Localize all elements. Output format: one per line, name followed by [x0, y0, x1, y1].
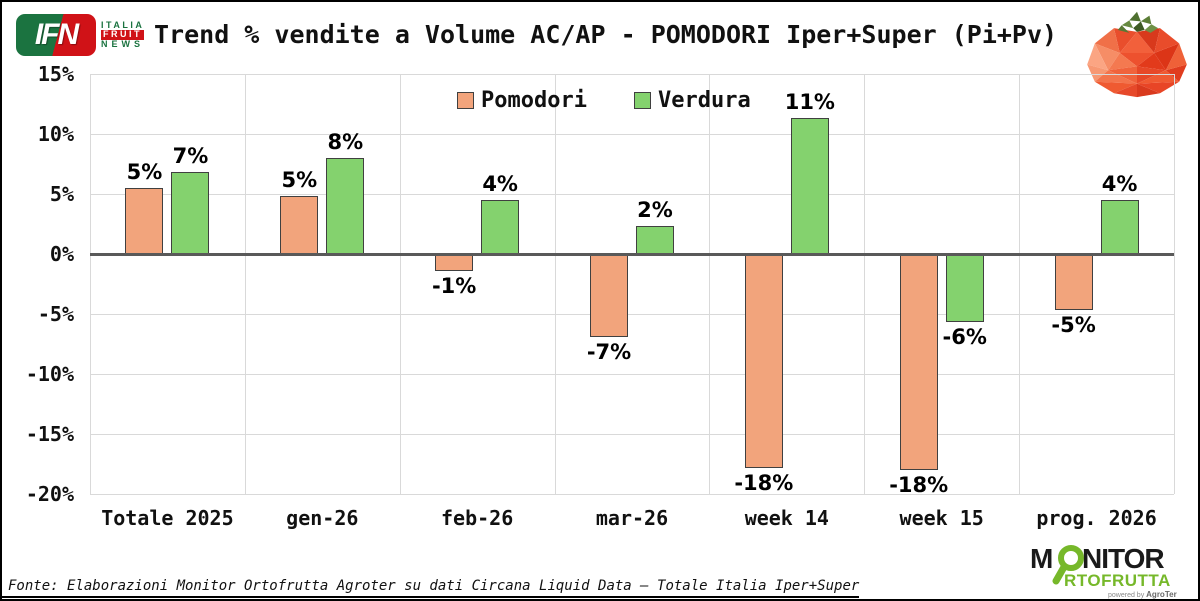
bar-verdura-5: [945, 254, 984, 323]
footer-divider: [2, 596, 859, 598]
x-axis-label: mar-26: [595, 506, 669, 530]
data-label: 5%: [281, 168, 318, 193]
vertical-gridline: [1174, 74, 1175, 494]
monitor-ortofrutta-logo: M NITOR RTOFRUTTA powered by AgroTer: [1030, 543, 1196, 599]
y-axis-tick-label: 0%: [49, 242, 74, 266]
data-label: 4%: [482, 172, 518, 196]
data-label: -6%: [942, 325, 987, 350]
data-label: 2%: [637, 198, 673, 223]
bar-pomodori-6: [1054, 254, 1093, 311]
chart-title: Trend % vendite a Volume AC/AP - POMODOR…: [154, 20, 1058, 49]
vertical-gridline: [90, 74, 91, 494]
data-label: 5%: [126, 160, 163, 184]
vertical-gridline: [1019, 74, 1021, 494]
ifn-logo-text: ITALIA FRUIT NEWS: [101, 19, 145, 49]
y-axis-tick-label: 5%: [49, 182, 74, 206]
data-label: 8%: [327, 130, 364, 154]
y-axis-tick-label: -15%: [25, 422, 74, 446]
data-label: 11%: [784, 90, 835, 115]
y-axis-tick-label: -10%: [25, 362, 74, 386]
vertical-gridline: [244, 74, 246, 494]
monitor-logo-nitor: NITOR: [1082, 543, 1165, 574]
data-label: 7%: [172, 144, 209, 169]
bar-pomodori-4: [744, 254, 783, 468]
agroter-label: AgroTer: [1146, 590, 1177, 599]
bar-verdura-3: [636, 226, 674, 254]
horizontal-gridline: [90, 374, 1174, 375]
legend-label: Verdura: [658, 88, 751, 113]
data-label: 4%: [1101, 172, 1138, 196]
vertical-gridline: [399, 74, 401, 494]
ifn-logo: IFN ITALIA FRUIT NEWS: [16, 14, 144, 56]
x-axis-label: Totale 2025: [101, 506, 234, 530]
horizontal-gridline: [90, 314, 1174, 315]
horizontal-gridline: [90, 74, 1174, 75]
vertical-gridline: [554, 74, 556, 494]
bar-verdura-6: [1100, 200, 1139, 254]
bar-verdura-0: [171, 172, 210, 254]
bar-pomodori-0: [125, 188, 164, 254]
x-axis-label: gen-26: [286, 506, 359, 530]
x-axis-label: week 14: [744, 506, 829, 530]
monitor-logo-powered-by: powered by AgroTer: [1108, 590, 1177, 599]
legend-item-pomodori: Pomodori: [457, 88, 587, 113]
ifn-news-label: NEWS: [101, 38, 144, 49]
legend-swatch-verdura: [634, 92, 651, 109]
horizontal-gridline: [90, 494, 1174, 495]
legend-swatch-pomodori: [457, 92, 474, 109]
legend-label: Pomodori: [481, 88, 587, 113]
bar-verdura-1: [326, 158, 365, 254]
horizontal-gridline: [90, 134, 1174, 135]
monitor-logo-m: M: [1030, 543, 1053, 574]
x-axis-label: prog. 2026: [1036, 506, 1157, 530]
vertical-gridline: [864, 74, 866, 494]
data-label: -5%: [1051, 313, 1096, 338]
bar-pomodori-3: [590, 254, 628, 337]
y-axis-tick-label: -20%: [25, 482, 74, 506]
y-axis-tick-label: 15%: [37, 62, 74, 86]
tomato-image: [1087, 11, 1187, 98]
ifn-italia-label: ITALIA: [101, 19, 145, 30]
data-label: -7%: [586, 339, 632, 364]
bar-verdura-2: [481, 200, 520, 254]
bar-pomodori-2: [435, 254, 474, 271]
bar-verdura-4: [790, 118, 829, 254]
vertical-gridline: [709, 74, 711, 494]
monitor-logo-rtofrutta: RTOFRUTTA: [1064, 571, 1171, 590]
powered-by-label: powered by: [1108, 592, 1145, 599]
data-label: -18%: [889, 473, 949, 497]
ifn-abbr: IFN: [34, 18, 79, 51]
magnifier-icon: [1052, 545, 1084, 585]
ifn-badge: IFN: [16, 14, 96, 56]
legend-item-verdura: Verdura: [634, 88, 751, 113]
x-axis-label: feb-26: [441, 506, 514, 530]
x-axis-label: week 15: [899, 506, 984, 530]
bar-pomodori-5: [899, 254, 938, 470]
y-axis-tick-label: -5%: [37, 302, 74, 326]
y-axis-tick-label: 10%: [37, 122, 74, 146]
data-label: -1%: [431, 273, 477, 298]
zero-axis-line: [90, 253, 1174, 256]
bar-pomodori-1: [280, 196, 319, 254]
horizontal-gridline: [90, 434, 1174, 435]
ifn-fruit-label: FRUIT: [101, 29, 144, 40]
horizontal-gridline: [90, 194, 1174, 195]
data-label: -18%: [734, 470, 794, 495]
source-note: Fonte: Elaborazioni Monitor Ortofrutta A…: [8, 578, 860, 594]
